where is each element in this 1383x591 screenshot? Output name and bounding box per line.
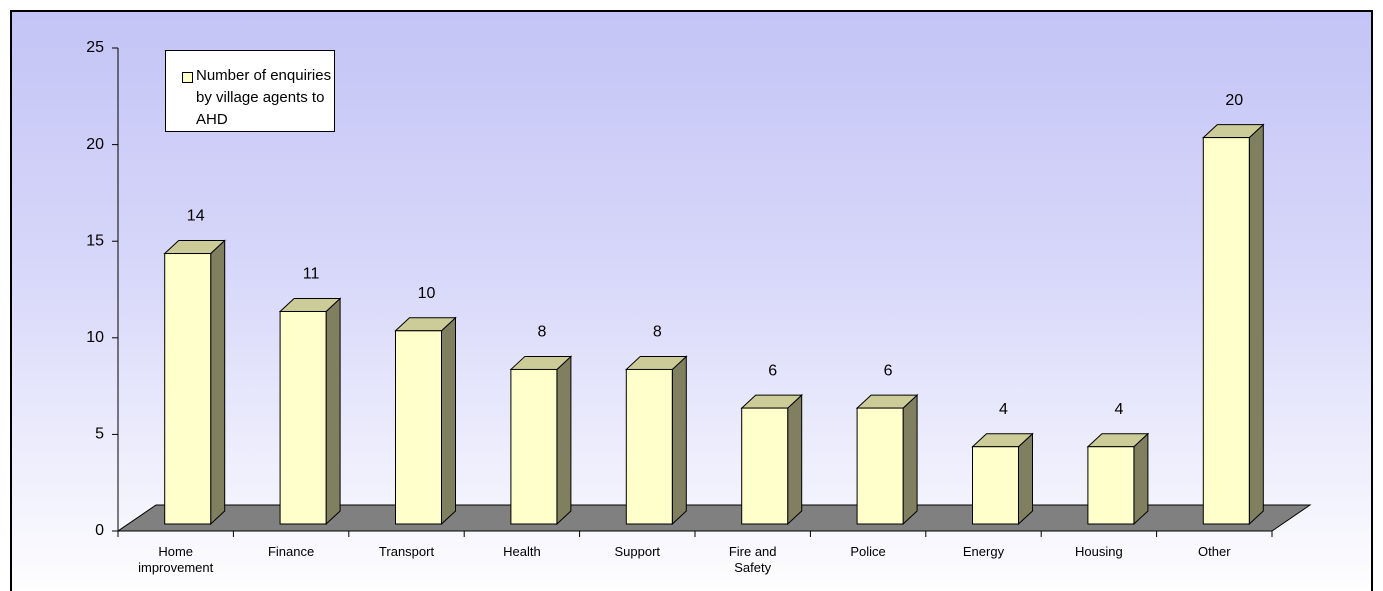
bar-side — [902, 393, 918, 526]
data-label: 4 — [999, 401, 1008, 418]
bar-side — [325, 297, 341, 526]
bar-side — [210, 239, 226, 526]
legend-swatch — [182, 72, 193, 83]
data-label: 14 — [187, 208, 205, 225]
x-tick-label: Police — [850, 544, 886, 559]
data-label: 6 — [884, 362, 893, 379]
bar — [1087, 446, 1135, 525]
data-label: 11 — [303, 266, 320, 283]
legend-label: Number of enquiries by village agents to… — [196, 67, 332, 128]
y-tick-label: 20 — [86, 136, 104, 153]
bar — [741, 407, 789, 525]
bar — [395, 330, 442, 525]
bar — [972, 446, 1019, 525]
data-label: 10 — [418, 285, 436, 302]
x-tick-label: Fire and Safety — [728, 544, 777, 575]
bar — [279, 310, 327, 525]
y-tick-label: 5 — [95, 426, 104, 443]
y-tick-label: 0 — [95, 522, 104, 539]
x-tick-label: Support — [614, 544, 661, 559]
bar — [510, 368, 558, 525]
bar — [1202, 137, 1250, 525]
bar-side — [1018, 432, 1033, 526]
x-tick-label: Other — [1198, 544, 1231, 559]
x-tick-label: Transport — [378, 544, 435, 559]
x-tick-label: Energy — [962, 544, 1005, 559]
y-tick-label: 25 — [86, 39, 104, 56]
x-tick-label: Home improvement — [138, 544, 214, 575]
y-tick-label: 10 — [86, 329, 104, 346]
data-label: 8 — [537, 324, 546, 341]
bar-side — [671, 355, 687, 526]
x-tick-label: Housing — [1075, 544, 1123, 559]
bar — [625, 368, 673, 525]
bar-side — [787, 393, 803, 526]
data-label: 6 — [768, 362, 777, 379]
legend: Number of enquiries by village agents to… — [165, 50, 335, 132]
data-label: 4 — [1114, 401, 1123, 418]
bar-side — [556, 355, 572, 526]
data-label: 8 — [653, 324, 662, 341]
bar — [856, 407, 904, 525]
data-label: 20 — [1225, 92, 1243, 109]
bar-side — [1133, 432, 1149, 526]
bar-side — [1248, 123, 1264, 526]
x-tick-label: Finance — [267, 544, 315, 559]
bar-side — [441, 316, 456, 526]
x-tick-label: Health — [503, 544, 541, 559]
bar — [164, 253, 212, 525]
y-tick-label: 15 — [86, 232, 104, 249]
